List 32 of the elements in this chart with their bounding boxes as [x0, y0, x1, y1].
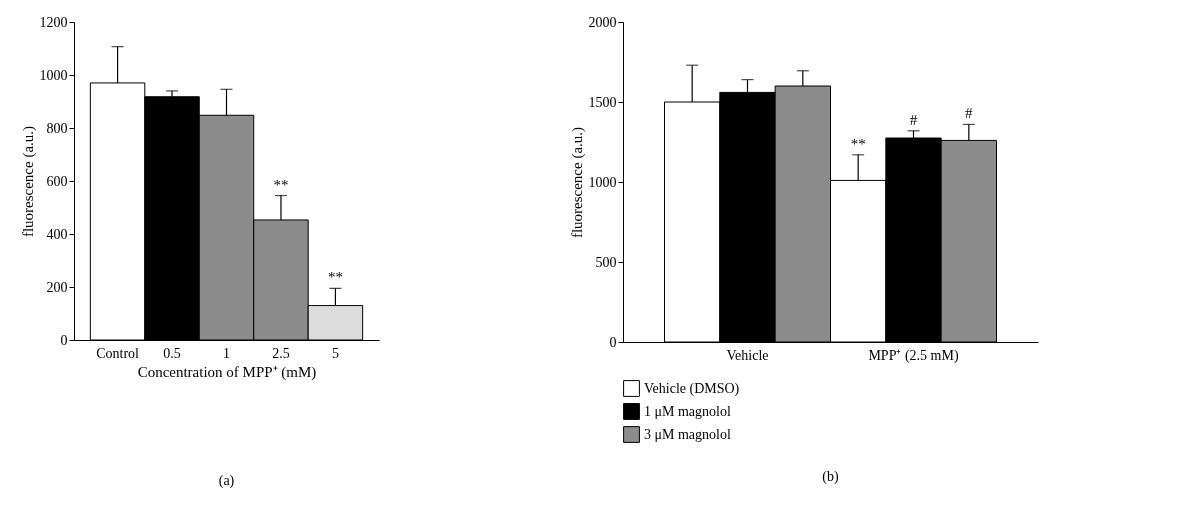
y-tick-label: 400 — [46, 226, 68, 242]
y-tick-label: 200 — [46, 279, 68, 295]
y-tick-label: 500 — [595, 254, 617, 270]
x-tick-label: 0.5 — [163, 345, 181, 361]
y-axis-title: fluorescence (a.u.) — [568, 126, 586, 239]
y-tick-label: 2000 — [588, 14, 617, 30]
legend-label: Vehicle (DMSO) — [644, 380, 740, 397]
annotation: ** — [327, 269, 343, 286]
y-tick-label: 1200 — [39, 14, 68, 30]
y-tick-label: 600 — [46, 173, 68, 189]
annotation: # — [909, 111, 918, 128]
legend-label: 3 μM magnolol — [644, 426, 731, 442]
legend-label: 1 μM magnolol — [644, 403, 731, 419]
y-tick-label: 1000 — [588, 174, 617, 190]
annotation: # — [965, 105, 974, 122]
y-tick-label: 1000 — [39, 67, 68, 83]
x-tick-label: MPP⁺ (2.5 mM) — [868, 347, 959, 364]
y-tick-label: 1500 — [588, 94, 617, 110]
text: (a) — [218, 473, 235, 489]
text: (b) — [822, 469, 839, 485]
annotation: ** — [850, 135, 866, 152]
y-tick-label: 0 — [609, 334, 617, 350]
x-tick-label: Vehicle — [726, 347, 769, 363]
y-tick-label: 0 — [60, 332, 68, 348]
y-tick-label: 800 — [46, 120, 68, 136]
y-axis-title: fluorescence (a.u.) — [19, 125, 37, 238]
x-tick-label: 5 — [331, 345, 339, 361]
annotation: ** — [273, 176, 289, 193]
x-tick-label: 1 — [223, 345, 230, 361]
x-axis-title: Concentration of MPP⁺ (mM) — [137, 363, 317, 381]
x-tick-label: Control — [96, 345, 140, 361]
x-tick-label: 2.5 — [272, 345, 290, 361]
